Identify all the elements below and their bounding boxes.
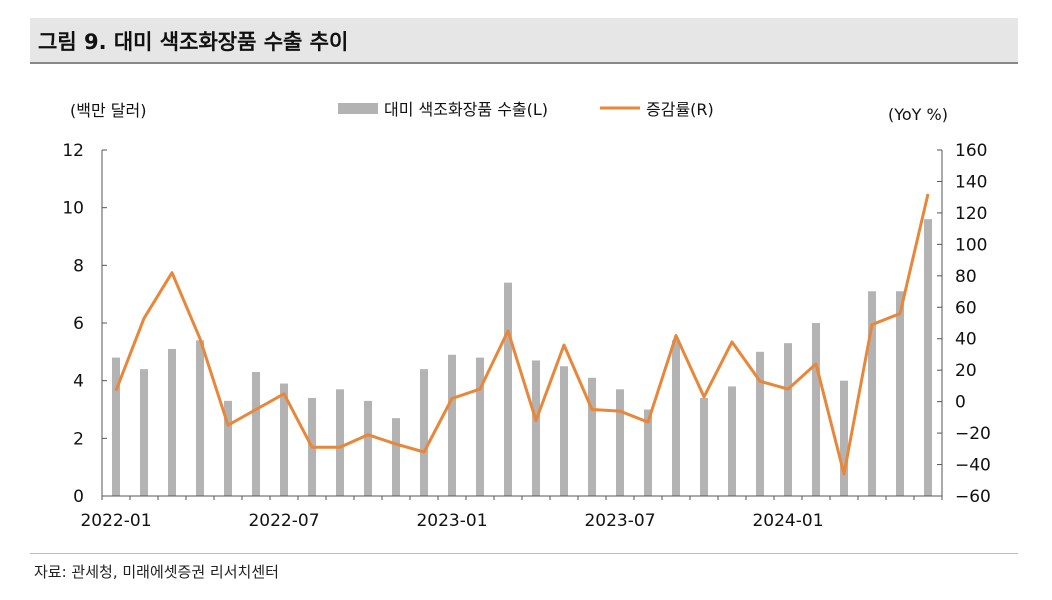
left-tick-label: 10	[62, 199, 84, 219]
bar-2022-11	[392, 418, 400, 496]
bar-2022-12	[420, 369, 428, 496]
right-tick-label: −20	[955, 424, 991, 444]
left-tick-label: 2	[73, 429, 84, 449]
right-tick-label: 80	[955, 267, 977, 287]
line-series	[114, 193, 930, 476]
legend-line-label: 증감률(R)	[646, 100, 714, 119]
left-tick-label: 0	[73, 487, 84, 507]
bar-2022-03	[168, 348, 176, 496]
bar-2022-02	[140, 369, 148, 496]
bar-2023-03	[504, 282, 512, 496]
right-tick-label: 140	[955, 172, 987, 192]
figure-title: 그림 9. 대미 색조화장품 수출 추이	[38, 30, 349, 54]
bar-2023-12	[756, 351, 764, 496]
right-tick-label: 100	[955, 235, 987, 255]
legend-bar-label: 대미 색조화장품 수출(L)	[384, 100, 548, 119]
bar-series	[112, 219, 932, 496]
right-tick-label: 20	[955, 361, 977, 381]
bar-2024-04	[868, 291, 876, 496]
right-axis-title: (YoY %)	[888, 105, 948, 124]
left-axis-title: (백만 달러)	[70, 101, 146, 120]
x-tick-label: 2023-01	[416, 511, 487, 531]
bar-2024-06	[924, 219, 932, 496]
right-tick-label: 60	[955, 298, 977, 318]
yoy-line	[114, 193, 930, 476]
right-tick-label: −40	[955, 456, 991, 476]
bar-2023-01	[448, 354, 456, 496]
legend: 대미 색조화장품 수출(L) 증감률(R)	[338, 100, 714, 119]
bar-2022-07	[280, 383, 288, 496]
bar-2022-04	[196, 340, 204, 496]
bar-2022-09	[336, 389, 344, 496]
bar-2023-05	[560, 366, 568, 496]
bar-2022-06	[252, 372, 260, 496]
axes: 0 2 4 6 8 10 12 −60 −40 −20 0 20 40 60 80 100 120 140 160 2…	[62, 141, 991, 531]
right-tick-label: 0	[955, 393, 966, 413]
bar-2024-02	[812, 323, 820, 496]
bar-2022-05	[224, 400, 232, 496]
legend-bar-swatch	[338, 103, 378, 114]
left-tick-label: 6	[73, 314, 84, 334]
right-tick-label: 40	[955, 330, 977, 350]
left-tick-label: 8	[73, 256, 84, 276]
bar-2023-11	[728, 386, 736, 496]
bar-2023-07	[616, 389, 624, 496]
bar-2022-10	[364, 400, 372, 496]
bar-2024-01	[784, 343, 792, 496]
left-tick-label: 4	[73, 372, 84, 392]
bar-2023-10	[700, 397, 708, 496]
right-tick-label: 160	[955, 141, 987, 161]
x-tick-label: 2022-01	[80, 511, 151, 531]
axis-labels: (백만 달러) (YoY %)	[70, 101, 948, 124]
source-divider	[30, 553, 1018, 554]
left-tick-label: 12	[62, 141, 84, 161]
bar-2023-06	[588, 377, 596, 496]
bar-2023-08	[644, 409, 652, 496]
bar-2023-09	[672, 340, 680, 496]
bar-2024-03	[840, 380, 848, 496]
right-tick-label: 120	[955, 204, 987, 224]
right-tick-label: −60	[955, 487, 991, 507]
source-note: 자료: 관세청, 미래에셋증권 리서치센터	[34, 563, 279, 581]
x-tick-label: 2024-01	[752, 511, 823, 531]
x-tick-label: 2023-07	[584, 511, 655, 531]
x-tick-label: 2022-07	[248, 511, 319, 531]
bar-2023-04	[532, 360, 540, 496]
title-bar: 그림 9. 대미 색조화장품 수출 추이	[30, 18, 1018, 64]
bar-2022-01	[112, 357, 120, 496]
bar-2024-05	[896, 291, 904, 496]
chart: 0 2 4 6 8 10 12 −60 −40 −20 0 20 40 60 80 100 120 140 160 2…	[62, 100, 991, 531]
bar-2023-02	[476, 357, 484, 496]
